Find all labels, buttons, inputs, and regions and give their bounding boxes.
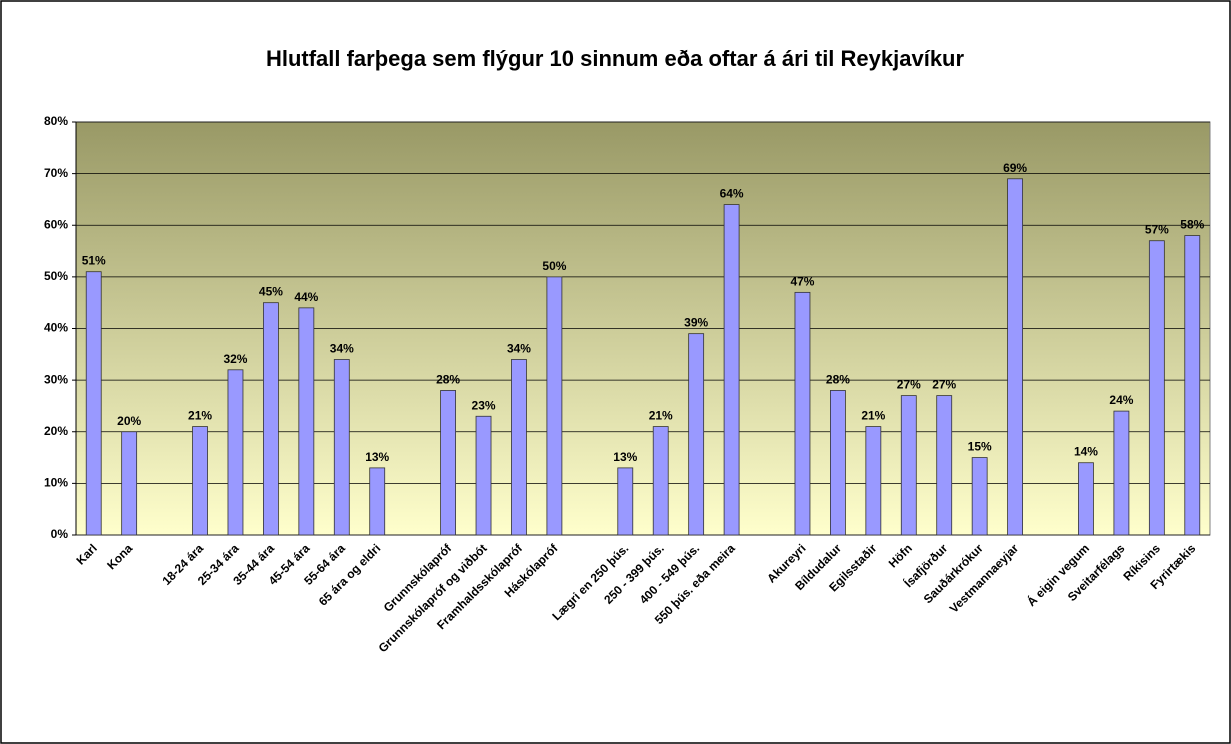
bar [192,426,208,536]
bar [369,467,386,536]
value-label: 20% [117,414,141,428]
value-label: 51% [82,254,106,268]
value-label: 47% [790,274,814,288]
bar [546,276,563,536]
bar [1148,240,1165,536]
value-label: 24% [1109,393,1133,407]
y-tick-label: 0% [51,527,69,541]
y-tick-label: 40% [44,321,68,335]
bar [830,390,846,536]
bar [900,395,917,536]
value-label: 57% [1145,223,1169,237]
y-tick-label: 80% [44,114,68,128]
value-label: 34% [330,341,354,355]
y-tick-label: 10% [44,476,68,490]
value-label: 27% [932,378,956,392]
value-label: 39% [684,316,708,330]
value-label: 34% [507,341,531,355]
bar [440,390,456,536]
value-label: 14% [1074,445,1098,459]
chart-title: Hlutfall farþega sem flýgur 10 sinnum eð… [266,46,965,71]
bar [865,426,882,536]
bar [511,359,527,536]
value-label: 13% [365,450,389,464]
bar [333,359,350,536]
bar [475,415,492,536]
bar [263,302,279,536]
value-label: 45% [259,285,283,299]
bar [936,395,953,536]
y-tick-label: 30% [44,372,68,386]
bar [652,426,669,536]
value-label: 50% [542,259,566,273]
value-label: 21% [188,409,212,423]
value-label: 21% [649,409,673,423]
bar [617,467,634,536]
bar [1078,462,1094,536]
value-label: 21% [861,409,885,423]
value-label: 15% [968,440,992,454]
bar [723,204,740,536]
value-label: 13% [613,450,637,464]
value-label: 32% [223,352,247,366]
value-label: 58% [1180,218,1204,232]
bar [227,369,244,536]
value-label: 64% [720,187,744,201]
value-label: 23% [472,398,496,412]
y-tick-label: 50% [44,269,68,283]
bar [121,431,138,536]
bar [794,291,811,536]
bar [298,307,315,536]
bar [1184,235,1201,536]
y-tick-label: 20% [44,424,68,438]
value-label: 44% [294,290,318,304]
value-label: 69% [1003,161,1027,175]
bar [1113,410,1130,536]
value-label: 28% [436,372,460,386]
value-label: 28% [826,372,850,386]
bar [971,457,988,536]
y-tick-label: 70% [44,166,68,180]
bar [1007,178,1023,536]
bar [688,333,705,536]
y-tick-label: 60% [44,217,68,231]
bar [85,271,102,536]
value-label: 27% [897,378,921,392]
